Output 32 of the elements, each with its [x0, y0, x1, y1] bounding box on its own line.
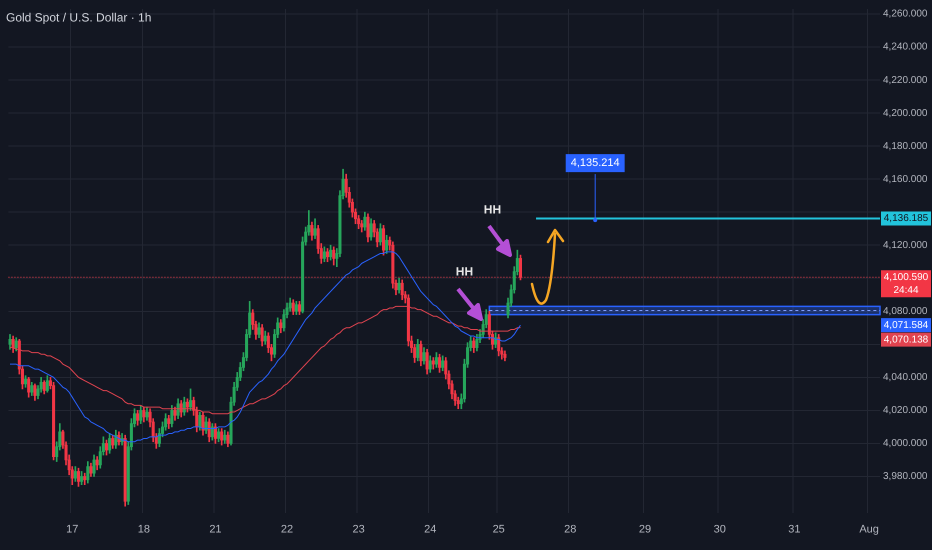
- y-tick-label: 4,080.000: [883, 306, 928, 318]
- y-tick-label: 4,180.000: [883, 140, 928, 152]
- text: 4,071.584: [884, 320, 929, 331]
- ref-line-label: 4,100.590 24:44: [884, 272, 929, 296]
- y-tick-label: 4,200.000: [883, 108, 928, 119]
- x-tick-label: 21: [209, 523, 222, 536]
- x-tick-label: 31: [788, 523, 801, 536]
- x-tick-label: 30: [714, 523, 726, 536]
- y-tick-label: 4,260.000: [883, 8, 928, 20]
- y-tick-label: 4,120.000: [883, 240, 928, 251]
- annotation: HH: [484, 202, 502, 216]
- chart-title: Gold Spot / U.S. Dollar · 1h: [6, 10, 152, 24]
- x-tick-label: 18: [138, 523, 150, 536]
- x-tick-label: 25: [492, 523, 505, 536]
- x-tick-label: 29: [638, 523, 652, 536]
- text: 4,070.138: [884, 334, 929, 346]
- x-tick-label: 22: [280, 523, 294, 536]
- ref-line-label: 4,136.185: [884, 213, 929, 224]
- x-tick-label: 23: [352, 523, 365, 536]
- y-tick-label: 3,980.000: [883, 471, 928, 482]
- y-tick-label: 4,240.000: [883, 42, 928, 53]
- y-tick-label: 4,040.000: [883, 372, 928, 384]
- annotation: 4,135.214: [570, 157, 620, 170]
- x-tick-label: 28: [564, 523, 576, 536]
- x-tick-label: 17: [66, 523, 78, 536]
- x-tick-label: Aug: [859, 523, 879, 536]
- y-tick-label: 4,220.000: [883, 74, 928, 86]
- y-tick-label: 4,160.000: [883, 174, 928, 185]
- annotation: HH: [456, 264, 474, 278]
- x-tick-label: 24: [424, 523, 436, 536]
- y-tick-label: 4,000.000: [883, 438, 928, 450]
- y-tick-label: 4,020.000: [883, 405, 928, 416]
